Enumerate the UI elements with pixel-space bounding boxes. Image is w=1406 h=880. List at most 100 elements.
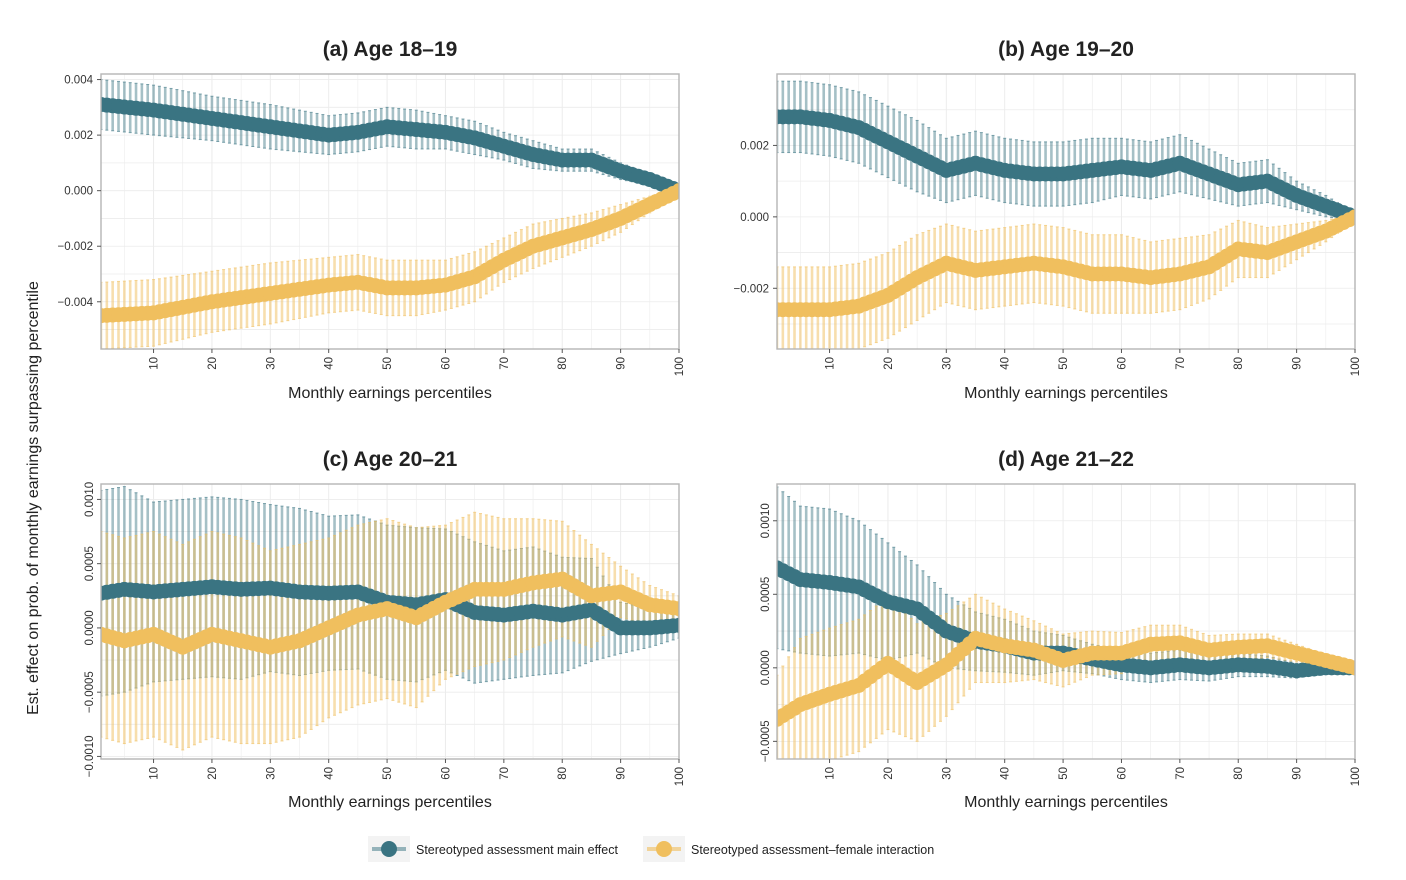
x-tick-label: 100 [674, 767, 686, 786]
y-tick-label: 0.000 [740, 212, 769, 224]
x-tick-label: 60 [1116, 767, 1128, 780]
y-tick-label: 0.0010 [84, 482, 96, 517]
x-tick-label: 80 [1233, 767, 1245, 780]
y-tick-label: 0.0000 [84, 610, 96, 645]
y-tick-label: 0.002 [740, 140, 769, 152]
panel-title: (d) Age 21–22 [998, 448, 1134, 471]
x-axis-label: Monthly earnings percentiles [288, 385, 492, 402]
x-tick-label: 100 [1350, 767, 1362, 786]
y-tick-label: −0.002 [58, 241, 94, 253]
x-tick-label: 70 [499, 767, 511, 780]
points-interaction [101, 571, 679, 655]
series-layer [777, 80, 1355, 349]
y-tick-label: −0.0005 [760, 720, 772, 762]
points-main-effect [101, 579, 679, 636]
y-tick-label: 0.002 [64, 130, 93, 142]
plot-area: 10 20 30 40 50 60 70 80 90 100 0.0010 0.0005 0.0000 −… [760, 483, 1362, 786]
x-tick-label: 40 [1000, 767, 1012, 780]
x-tick-label: 90 [616, 767, 628, 780]
points-interaction [777, 209, 1355, 318]
x-tick-label: 10 [825, 767, 837, 780]
panel-title: (c) Age 20–21 [323, 448, 458, 471]
plot-area: 10 20 30 40 50 60 70 80 90 100 0.0010 0.0005 0.0000 −… [84, 482, 686, 786]
y-tick-label: 0.0010 [760, 503, 772, 538]
x-tick-label: 100 [1350, 357, 1362, 376]
x-tick-label: 80 [557, 357, 569, 370]
legend: Stereotyped assessment main effect Stere… [368, 836, 934, 862]
plot-area: 10 20 30 40 50 60 70 80 90 100 0.002 0.000 −0.002 [734, 73, 1362, 376]
points-main-effect [101, 97, 679, 199]
x-tick-label: 50 [382, 357, 394, 370]
x-tick-label: 50 [1058, 357, 1070, 370]
legend-label: Stereotyped assessment main effect [416, 843, 618, 857]
x-tick-label: 60 [1116, 357, 1128, 370]
panel-title: (b) Age 19–20 [998, 38, 1134, 61]
x-tick-label: 70 [1175, 767, 1187, 780]
plot-background [777, 484, 1355, 759]
panel-a: (a) Age 18–19 10 20 30 40 50 60 70 80 90 100 0.004… [58, 38, 687, 402]
x-tick-label: 40 [324, 767, 336, 780]
series-layer [777, 486, 1355, 759]
x-tick-label: 70 [1175, 357, 1187, 370]
y-tick-label: 0.0000 [760, 650, 772, 685]
y-tick-label: −0.0010 [84, 735, 96, 777]
legend-key-marker [381, 841, 397, 857]
point-estimate [671, 183, 679, 199]
x-tick-label: 100 [674, 357, 686, 376]
point-estimate [671, 617, 679, 633]
x-tick-label: 60 [440, 767, 452, 780]
panel-c: (c) Age 20–21 10 20 30 40 50 60 70 80 90 100 0.001… [84, 448, 686, 811]
panel-b: (b) Age 19–20 10 20 30 40 50 60 70 80 90 100 0.002… [734, 38, 1363, 402]
legend-item-interaction: Stereotyped assessment–female interactio… [643, 836, 934, 862]
x-axis-label: Monthly earnings percentiles [964, 794, 1168, 811]
y-tick-label: 0.0005 [760, 577, 772, 612]
points-interaction [101, 183, 679, 324]
points-interaction [777, 630, 1355, 727]
x-tick-label: 80 [557, 767, 569, 780]
point-estimate [671, 601, 679, 617]
series-layer [101, 486, 679, 751]
x-axis-label: Monthly earnings percentiles [964, 385, 1168, 402]
x-tick-label: 60 [440, 357, 452, 370]
plot-area: 10 20 30 40 50 60 70 80 90 100 0.004 0.002 0.000 −0.0… [58, 73, 686, 376]
x-axis-label: Monthly earnings percentiles [288, 794, 492, 811]
legend-label: Stereotyped assessment–female interactio… [691, 843, 934, 857]
y-tick-label: −0.004 [58, 297, 94, 309]
x-tick-label: 10 [149, 357, 161, 370]
x-tick-label: 50 [1058, 767, 1070, 780]
x-tick-label: 30 [265, 357, 277, 370]
series-layer [101, 79, 679, 349]
point-estimate [1347, 209, 1355, 225]
points-main-effect [777, 109, 1355, 225]
x-tick-label: 20 [883, 357, 895, 370]
y-tick-label: 0.0005 [84, 546, 96, 581]
x-tick-label: 40 [1000, 357, 1012, 370]
x-tick-label: 40 [324, 357, 336, 370]
x-tick-label: 80 [1233, 357, 1245, 370]
y-tick-label: −0.002 [734, 283, 770, 295]
plot-frame [100, 483, 680, 760]
plot-frame [776, 483, 1356, 760]
x-tick-label: 30 [941, 767, 953, 780]
x-tick-label: 30 [265, 767, 277, 780]
y-tick-label: 0.004 [64, 75, 93, 87]
panel-d: (d) Age 21–22 10 20 30 40 50 60 70 80 90 100 0.001… [760, 448, 1362, 811]
plot-frame [100, 73, 680, 350]
point-estimate [1347, 660, 1355, 676]
x-tick-label: 70 [499, 357, 511, 370]
y-tick-label: 0.000 [64, 186, 93, 198]
legend-key-marker [656, 841, 672, 857]
x-tick-label: 10 [149, 767, 161, 780]
x-tick-label: 20 [207, 767, 219, 780]
x-tick-label: 20 [883, 767, 895, 780]
x-tick-label: 30 [941, 357, 953, 370]
panel-title: (a) Age 18–19 [323, 38, 458, 61]
x-tick-label: 90 [616, 357, 628, 370]
x-tick-label: 90 [1292, 767, 1304, 780]
plot-frame [776, 73, 1356, 350]
y-tick-label: −0.0005 [84, 671, 96, 713]
x-tick-label: 90 [1292, 357, 1304, 370]
legend-item-main-effect: Stereotyped assessment main effect [368, 836, 618, 862]
plot-background [101, 484, 679, 759]
